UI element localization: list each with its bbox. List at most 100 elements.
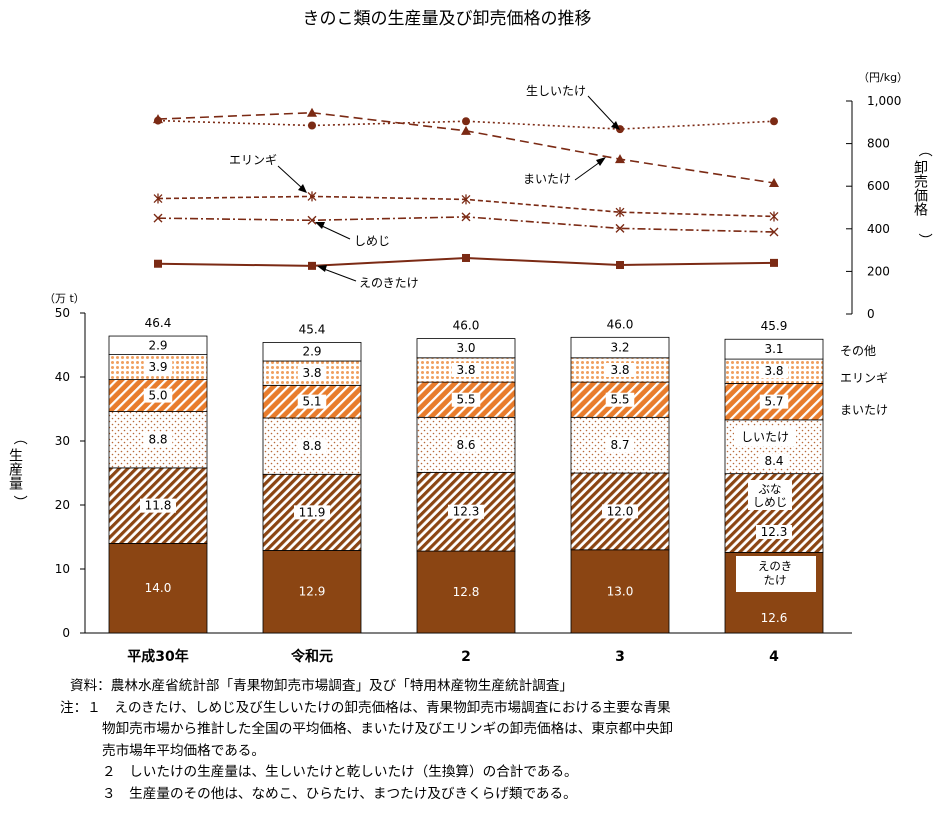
production-tick-label: 50 bbox=[55, 306, 70, 320]
arrow-maitake bbox=[574, 161, 601, 181]
price-point bbox=[616, 261, 624, 270]
price-point bbox=[615, 154, 625, 164]
price-axis-label: 卸売価格 bbox=[912, 160, 928, 216]
bar-value-label: 8.7 bbox=[610, 438, 629, 452]
production-tick-label: 0 bbox=[62, 626, 70, 640]
notes: 資料：農林水産省統計部「青果物卸売市場調査」及び「特用林産物生産統計調査」 注：… bbox=[60, 676, 930, 805]
bar-value-label: 3.8 bbox=[764, 364, 783, 378]
value-label-bg bbox=[297, 394, 327, 409]
price-point bbox=[462, 253, 470, 262]
value-label-bg bbox=[451, 437, 481, 452]
bar-legend: その他 エリンギ まいたけ bbox=[840, 344, 888, 417]
legend-sonota: その他 bbox=[840, 344, 876, 358]
value-label-bg bbox=[294, 505, 330, 520]
value-label-bg bbox=[605, 340, 635, 355]
note-1-line-2: 物卸売市場から推計した全国の平均価格、まいたけ及びエリンギの卸売価格は、東京都中… bbox=[102, 721, 673, 737]
bar-value-label: 12.8 bbox=[453, 585, 480, 599]
price-point bbox=[307, 215, 317, 225]
price-series bbox=[154, 253, 778, 270]
arrowhead-nama-shiitake bbox=[611, 121, 620, 130]
bar-value-label: 3.9 bbox=[148, 360, 167, 374]
price-point bbox=[307, 191, 317, 202]
bar-value-label: 12.0 bbox=[607, 504, 634, 518]
note-3: ３ 生産量のその他は、なめこ、ひらたけ、まつたけ及びきくらげ類である。 bbox=[102, 785, 577, 802]
value-label-bg bbox=[605, 362, 635, 377]
value-label-bg bbox=[140, 498, 176, 513]
label-enokitake-line: えのきたけ bbox=[359, 276, 419, 290]
value-label-bg bbox=[297, 439, 327, 454]
shiitake-label-box bbox=[734, 426, 796, 446]
bar-stack: 12.8 12.3 8.6 5.5 3.8 3.0 46.0 bbox=[416, 319, 516, 634]
production-ticks: 0 10 20 30 40 50 bbox=[55, 306, 85, 640]
value-label-bg bbox=[759, 394, 789, 409]
price-point bbox=[308, 121, 316, 130]
bar-value-label: 14.0 bbox=[145, 581, 172, 595]
value-label-bg bbox=[143, 388, 173, 403]
value-label-bg bbox=[605, 392, 635, 407]
legend-eringi: エリンギ bbox=[840, 371, 888, 385]
price-point bbox=[769, 211, 779, 222]
bar-value-label: 8.6 bbox=[456, 438, 475, 452]
value-label-bg bbox=[297, 366, 327, 381]
bar-value-label: 3.0 bbox=[456, 341, 475, 355]
arrow-eringi bbox=[277, 165, 303, 189]
category-label: 3 bbox=[615, 649, 625, 665]
category-label: 2 bbox=[461, 649, 471, 665]
bar-value-label: 2.9 bbox=[302, 345, 321, 359]
enokitake-label-box bbox=[736, 556, 816, 592]
price-point bbox=[308, 261, 316, 270]
bar-segment bbox=[108, 543, 208, 634]
value-label-bg bbox=[451, 341, 481, 356]
price-axis-paren-bottom: ） bbox=[916, 233, 932, 247]
price-point bbox=[769, 178, 779, 188]
price-point bbox=[153, 213, 163, 223]
value-label-bg bbox=[143, 360, 173, 375]
arrow-enokitake bbox=[323, 268, 357, 282]
price-axis: 0 200 400 600 800 1,000 （円/kg） 卸売価格 （ ） bbox=[846, 71, 932, 321]
bar-value-label: 5.7 bbox=[764, 395, 783, 409]
value-label-bg bbox=[451, 392, 481, 407]
price-point bbox=[461, 212, 471, 222]
price-point bbox=[770, 117, 778, 126]
bar-value-label: 13.0 bbox=[607, 584, 634, 598]
price-point bbox=[769, 227, 779, 237]
category-label: 4 bbox=[769, 649, 779, 665]
bar-total-label: 46.0 bbox=[453, 319, 480, 333]
bar-total-label: 46.4 bbox=[145, 316, 172, 330]
price-point bbox=[461, 194, 471, 205]
arrow-shimeji bbox=[321, 225, 351, 240]
production-axis-paren-top: （ bbox=[11, 431, 27, 445]
price-point bbox=[154, 259, 162, 268]
value-label-bg bbox=[759, 454, 789, 468]
label-eringi: エリンギ bbox=[229, 153, 277, 167]
price-tick-label: 200 bbox=[867, 264, 890, 278]
legend-maitake: まいたけ bbox=[840, 403, 888, 417]
price-series bbox=[153, 107, 779, 188]
value-label-bg bbox=[605, 438, 635, 453]
note-1-line-3: 売市場年平均価格である。 bbox=[102, 742, 265, 759]
price-series bbox=[153, 212, 779, 237]
note-2: ２ しいたけの生産量は、生しいたけと乾しいたけ（生換算）の合計である。 bbox=[102, 764, 578, 780]
arrowhead-enokitake bbox=[317, 265, 327, 272]
legend-bunashimeji-2: しめじ bbox=[753, 495, 788, 509]
legend-enokitake-2: たけ bbox=[764, 573, 787, 587]
value-label-bg bbox=[756, 525, 792, 539]
price-series bbox=[153, 191, 779, 222]
price-point bbox=[615, 207, 625, 218]
bar-value-label: 8.4 bbox=[764, 454, 783, 468]
value-label-bg bbox=[759, 364, 789, 379]
price-point bbox=[462, 117, 470, 126]
price-ticks: 0 200 400 600 800 1,000 bbox=[846, 94, 901, 321]
bar-value-label: 8.8 bbox=[148, 433, 167, 447]
bar-value-label: 5.0 bbox=[148, 389, 167, 403]
value-label-bg bbox=[143, 432, 173, 447]
value-label-bg bbox=[602, 504, 638, 519]
price-tick-label: 600 bbox=[867, 179, 890, 193]
production-tick-label: 20 bbox=[55, 498, 70, 512]
legend-enokitake-1: えのき bbox=[758, 559, 792, 573]
bar-value-label: 3.8 bbox=[302, 366, 321, 380]
price-point bbox=[307, 107, 317, 117]
inbar-legend: しいたけ ぶな しめじ えのき たけ bbox=[734, 426, 816, 592]
legend-bunashimeji-1: ぶな bbox=[759, 482, 782, 496]
bar-value-label: 12.3 bbox=[761, 525, 788, 539]
